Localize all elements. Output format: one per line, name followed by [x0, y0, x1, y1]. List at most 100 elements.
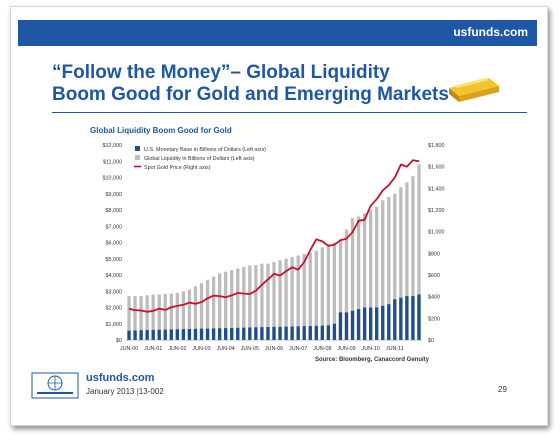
liquidity-bar [344, 229, 349, 340]
liquidity-bar [350, 218, 355, 340]
liquidity-bar [254, 265, 258, 340]
y-left-tick-label: $0 [116, 338, 122, 344]
x-tick-label: JUN-01 [144, 346, 162, 352]
monetary-base-bar [296, 326, 300, 340]
liquidity-bar [163, 293, 167, 340]
monetary-base-bar [302, 326, 306, 340]
monetary-base-bar [260, 327, 264, 340]
page-number: 29 [498, 385, 507, 394]
y-right-tick-label: $1,800 [428, 143, 445, 149]
y-left-tick-label: $9,000 [106, 192, 123, 198]
monetary-base-bar [272, 326, 276, 340]
y-right-tick-label: $600 [428, 273, 440, 279]
y-left-tick-label: $3,000 [106, 289, 123, 295]
y-right-tick-label: $1,400 [428, 186, 445, 192]
liquidity-bar [368, 210, 373, 340]
liquidity-bar [187, 289, 192, 340]
liquidity-bar [272, 262, 276, 340]
liquidity-bar [405, 182, 409, 340]
liquidity-bar [193, 286, 198, 340]
liquidity-bar [139, 296, 143, 340]
x-tick-label: JUN-11 [386, 346, 404, 352]
liquidity-bar [284, 258, 288, 340]
liquidity-bar [338, 239, 343, 340]
slide-title-line-2: Boom Good for Gold and Emerging Markets [52, 84, 449, 105]
monetary-base-bar [133, 330, 137, 340]
monetary-base-bar [320, 325, 324, 340]
monetary-base-bar [224, 328, 228, 340]
liquidity-bar [230, 270, 234, 340]
monetary-base-bar [290, 326, 294, 340]
header-bar: usfunds.com [18, 20, 537, 46]
y-left-tick-label: $8,000 [106, 208, 123, 214]
monetary-base-bar [248, 327, 252, 340]
monetary-base-bar [145, 330, 149, 340]
slide-title: “Follow the Money”– Global Liquidity Boo… [52, 62, 452, 106]
liquidity-bar [417, 164, 421, 340]
x-tick-label: JUN-09 [337, 346, 355, 352]
y-right-tick-label: $800 [428, 251, 440, 257]
monetary-base-bar [175, 329, 180, 340]
y-left-tick-label: $2,000 [106, 306, 123, 312]
liquidity-bar [290, 257, 294, 340]
liquidity-bar [175, 292, 180, 340]
monetary-base-bar [393, 299, 397, 340]
y-right-tick-label: $0 [428, 338, 434, 344]
liquidity-bar [332, 242, 337, 340]
chart-source: Source: Bloomberg, Canaccord Genuity [315, 357, 430, 363]
monetary-base-bar [399, 297, 403, 340]
monetary-base-bar [151, 329, 155, 340]
footer-date: January 2013 |13-002 [86, 387, 164, 396]
liquidity-bar [266, 263, 270, 340]
liquidity-bar [387, 197, 391, 340]
y-right-tick-label: $400 [428, 295, 440, 301]
monetary-base-bar [181, 329, 186, 340]
legend-label: U.S. Monetary Base in Billions of Dollar… [144, 147, 266, 153]
x-tick-label: JUN-04 [217, 346, 235, 352]
legend-swatch-liquidity [135, 155, 140, 160]
liquidity-bar [145, 295, 149, 340]
header-url[interactable]: usfunds.com [453, 25, 528, 39]
monetary-base-bar [187, 328, 192, 340]
monetary-base-bar [163, 329, 167, 340]
monetary-base-bar [314, 325, 318, 340]
y-right-tick-label: $1,600 [428, 165, 445, 171]
liquidity-bar [411, 175, 415, 340]
footer-url[interactable]: usfunds.com [86, 372, 155, 384]
monetary-base-bar [127, 330, 131, 340]
y-left-tick-label: $6,000 [106, 241, 123, 247]
monetary-base-bar [193, 328, 198, 340]
monetary-base-bar [284, 326, 288, 340]
y-left-tick-label: $1,000 [106, 322, 123, 328]
liquidity-bar [242, 266, 246, 340]
liquidity-bar [296, 255, 300, 340]
monetary-base-bar [387, 304, 391, 340]
slide-title-line-1: “Follow the Money”– Global Liquidity [52, 62, 390, 83]
liquidity-bar [211, 276, 216, 340]
x-tick-label: JUN-00 [120, 346, 138, 352]
monetary-base-bar [266, 327, 270, 340]
monetary-base-bar [417, 294, 421, 340]
monetary-base-bar [362, 307, 367, 340]
liquidity-bar [181, 291, 186, 340]
y-left-tick-label: $10,000 [103, 176, 123, 182]
y-left-tick-label: $7,000 [106, 224, 123, 230]
liquidity-bar [236, 268, 240, 340]
monetary-base-bar [199, 328, 204, 340]
gold-price-line [128, 159, 420, 313]
liquidity-bar [302, 253, 306, 340]
liquidity-bar [381, 200, 385, 340]
y-right-tick-label: $1,000 [428, 230, 445, 236]
monetary-base-bar [217, 328, 222, 340]
liquidity-bar [399, 187, 403, 340]
liquidity-bar [314, 250, 318, 340]
liquidity-bar [205, 279, 210, 340]
x-tick-label: JUN-05 [241, 346, 259, 352]
y-left-tick-label: $12,000 [103, 143, 123, 149]
liquidity-bar [224, 271, 228, 340]
monetary-base-bar [350, 310, 355, 340]
liquidity-bar [362, 213, 367, 340]
x-tick-label: JUN-07 [289, 346, 307, 352]
